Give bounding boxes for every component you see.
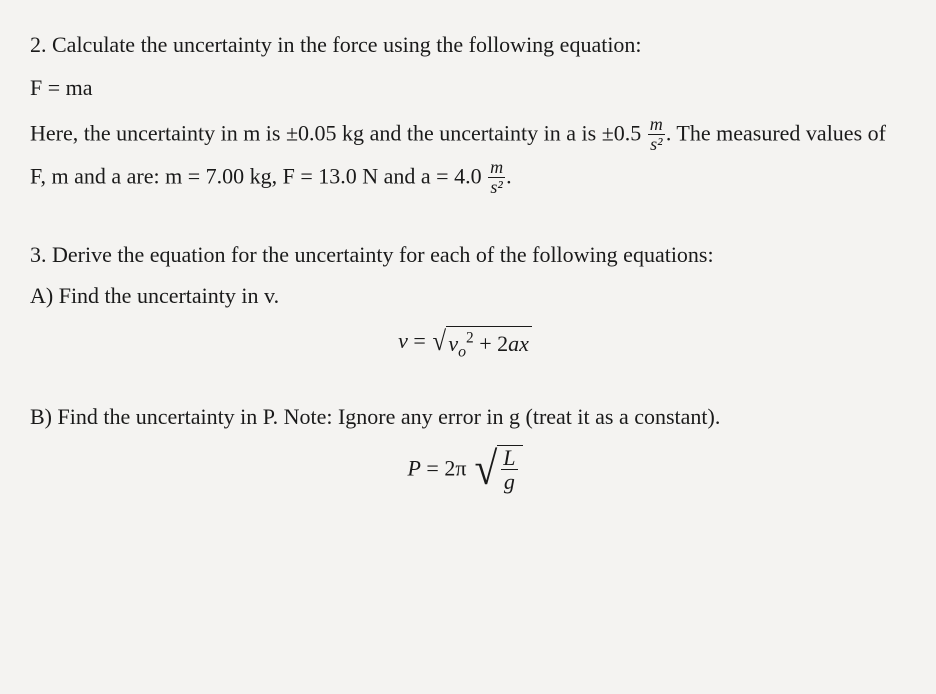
surd-symbol-big: √ — [474, 446, 497, 497]
q3a-equation: v = √ vo2 + 2ax — [30, 324, 900, 360]
eqB-frac-num: L — [501, 446, 517, 470]
eqA-a: a — [508, 331, 519, 356]
q2-l2-mid1: , F = — [272, 163, 319, 188]
sqrt-icon: √ vo2 + 2ax — [431, 326, 532, 360]
q2-l2-pre: F, m and a are: m = — [30, 163, 206, 188]
q2-da-value: ±0.5 — [602, 120, 642, 145]
unit-frac-den: s² — [648, 135, 665, 154]
eqB-lhs: P — [407, 455, 420, 480]
q3-title: 3. Derive the equation for the uncertain… — [30, 238, 900, 271]
q3b-equation: P = 2π √ L g — [30, 445, 900, 496]
q2-l1-mid: and the uncertainty in a is — [364, 120, 602, 145]
surd-symbol: √ — [433, 327, 447, 361]
sqrt-icon-big: √ L g — [472, 445, 523, 496]
q3b-prompt: B) Find the uncertainty in P. Note: Igno… — [30, 400, 900, 433]
q2-F-val: 13.0 N — [318, 163, 378, 188]
q2-body-line1: Here, the uncertainty in m is ±0.05 kg a… — [30, 116, 900, 155]
unit-fraction-m-over-s2-2: m s² — [488, 158, 505, 197]
q2-l1-pre: Here, the uncertainty in m is — [30, 120, 286, 145]
unit-frac-den-2: s² — [488, 178, 505, 197]
eqA-plus2: + 2 — [474, 331, 508, 356]
q2-dm: ±0.05 kg — [286, 120, 364, 145]
eqA-radicand: vo2 + 2ax — [446, 326, 532, 360]
eqA-equals: = — [408, 328, 431, 353]
eqA-sub-o: o — [458, 343, 466, 360]
eqA-lhs: v — [398, 328, 408, 353]
q3a-prompt: A) Find the uncertainty in v. — [30, 279, 900, 312]
eqA-x: x — [519, 331, 529, 356]
unit-fraction-m-over-s2: m s² — [648, 115, 665, 154]
q2-l1-post: . The measured values of — [666, 120, 886, 145]
q2-l2-mid2: and a = — [378, 163, 454, 188]
eqB-frac-den: g — [501, 470, 517, 493]
eqB-frac-L-over-g: L g — [501, 446, 517, 493]
q2-m-val: 7.00 kg — [206, 163, 272, 188]
q2-a-val: 4.0 — [454, 163, 482, 188]
eqA-v: v — [448, 331, 458, 356]
eqB-radicand: L g — [497, 445, 522, 496]
unit-frac-num-2: m — [488, 158, 505, 178]
page: 2. Calculate the uncertainty in the forc… — [0, 0, 936, 536]
unit-frac-num: m — [648, 115, 665, 135]
q2-title: 2. Calculate the uncertainty in the forc… — [30, 28, 900, 61]
q2-equation: F = ma — [30, 71, 900, 104]
eqA-sup-2: 2 — [466, 329, 474, 346]
eqB-equals: = 2π — [421, 455, 472, 480]
q2-body-line2: F, m and a are: m = 7.00 kg, F = 13.0 N … — [30, 159, 900, 198]
q2-l2-post: . — [506, 163, 512, 188]
